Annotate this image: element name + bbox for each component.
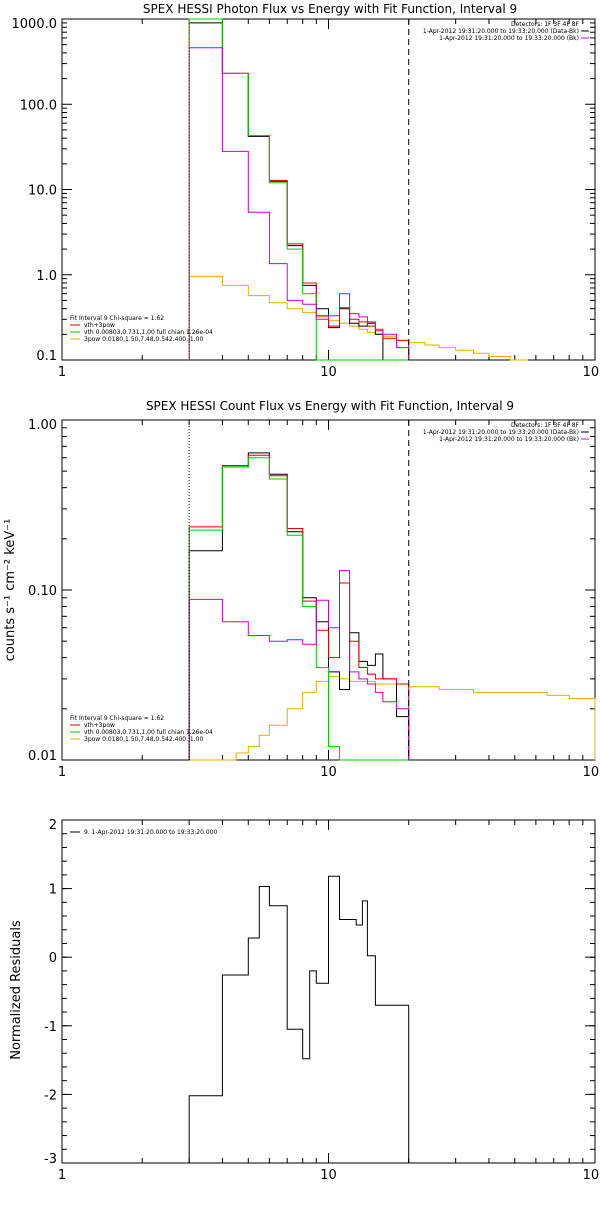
legend-label: Detectors: 1F 3F 4F 8F (511, 422, 580, 429)
x-tick-label: 10 (320, 365, 337, 380)
legend-label: 3pow 0.0180,1.50,7.48,0.542,400.,1.00 (84, 736, 203, 743)
y-tick-label: 1 (49, 883, 57, 898)
y-tick-label: 0.01 (28, 749, 57, 764)
y-tick-label: 1.0 (36, 269, 57, 284)
legend-label: Detectors: 1F 3F 4F 8F (511, 21, 580, 28)
y-tick-label: 0.1 (36, 349, 57, 364)
legend-label: Fit Interval 9 Chi-square = 1.62 (70, 715, 164, 722)
legend-label: 1-Apr-2012 19:31:20.000 to 19:33:20.000 … (439, 436, 579, 443)
legend-label: 3pow 0.0180,1.50,7.48,0.542,400.,1.00 (84, 336, 203, 343)
y-tick-label: -2 (44, 1088, 57, 1103)
legend-label: 1-Apr-2012 19:31:20.000 to 19:33:20.000 … (423, 429, 579, 436)
y-tick-label: 0 (49, 951, 57, 966)
y-tick-label: 0.10 (28, 584, 57, 599)
yellow-series-line (189, 277, 528, 360)
x-tick-label: 1 (58, 765, 66, 780)
legend-label: 9. 1-Apr-2012 19:31:20.000 to 19:33:20.0… (84, 829, 217, 836)
residuals-legend-top: 9. 1-Apr-2012 19:31:20.000 to 19:33:20.0… (70, 829, 217, 836)
count-flux-legend-top: Detectors: 1F 3F 4F 8F1-Apr-2012 19:31:2… (423, 422, 589, 443)
legend-label: vth 0.00803,0.731,1.00 full chian 1.26e-… (84, 729, 213, 736)
legend-label: 1-Apr-2012 19:31:20.000 to 19:33:20.000 … (423, 28, 579, 35)
x-tick-label: 1 (58, 1168, 66, 1183)
photon-flux-panel: SPEX HESSI Photon Flux vs Energy with Fi… (12, 2, 600, 380)
count-flux-title: SPEX HESSI Count Flux vs Energy with Fit… (146, 399, 514, 413)
residuals-panel: Normalized Residuals 1 10 100 -3 -2 -1 0 1 2 9. … (9, 818, 600, 1183)
y-tick-label: 10.0 (28, 184, 57, 199)
photon-flux-legend-bottom: Fit Interval 9 Chi-square = 1.62vth+3pow… (70, 315, 213, 343)
x-tick-label: 10 (320, 765, 337, 780)
residuals-axis-ticks: 1 10 100 -3 -2 -1 0 1 2 (44, 818, 600, 1183)
count-flux-ylabel: counts s⁻¹ cm⁻² keV⁻¹ (3, 519, 18, 662)
count-flux-panel: SPEX HESSI Count Flux vs Energy with Fit… (3, 399, 600, 780)
y-tick-label: 2 (49, 818, 57, 833)
count-flux-series (189, 420, 595, 760)
photon-flux-title: SPEX HESSI Photon Flux vs Energy with Fi… (143, 2, 517, 16)
series-line-3 (189, 48, 409, 360)
photon-flux-series (189, 19, 528, 360)
x-tick-label: 100 (583, 765, 600, 780)
residuals-series (189, 876, 409, 1163)
legend-label: 1-Apr-2012 19:31:20.000 to 19:33:20.000 … (439, 35, 579, 42)
residuals-plot-frame (62, 820, 595, 1163)
legend-label: vth+3pow (84, 322, 115, 329)
x-tick-label: 10 (320, 1168, 337, 1183)
y-tick-label: 100.0 (20, 98, 57, 113)
yellow-series-line (189, 677, 595, 761)
x-tick-label: 1 (58, 365, 66, 380)
y-tick-label: 1.00 (28, 418, 57, 433)
legend-label: vth+3pow (84, 722, 115, 729)
y-tick-label: -1 (44, 1020, 57, 1035)
x-tick-label: 100 (583, 1168, 600, 1183)
count-flux-legend-bottom: Fit Interval 9 Chi-square = 1.62vth+3pow… (70, 715, 213, 743)
y-tick-label: -3 (44, 1152, 57, 1167)
x-tick-label: 100 (583, 365, 600, 380)
y-tick-label: 1000.0 (12, 17, 58, 32)
residuals-ylabel: Normalized Residuals (9, 920, 24, 1060)
legend-label: Fit Interval 9 Chi-square = 1.62 (70, 315, 164, 322)
legend-label: vth 0.00803,0.731,1.00 full chian 1.26e-… (84, 329, 213, 336)
photon-flux-legend-top: Detectors: 1F 3F 4F 8F1-Apr-2012 19:31:2… (423, 21, 589, 42)
series-line-0 (189, 876, 409, 1163)
